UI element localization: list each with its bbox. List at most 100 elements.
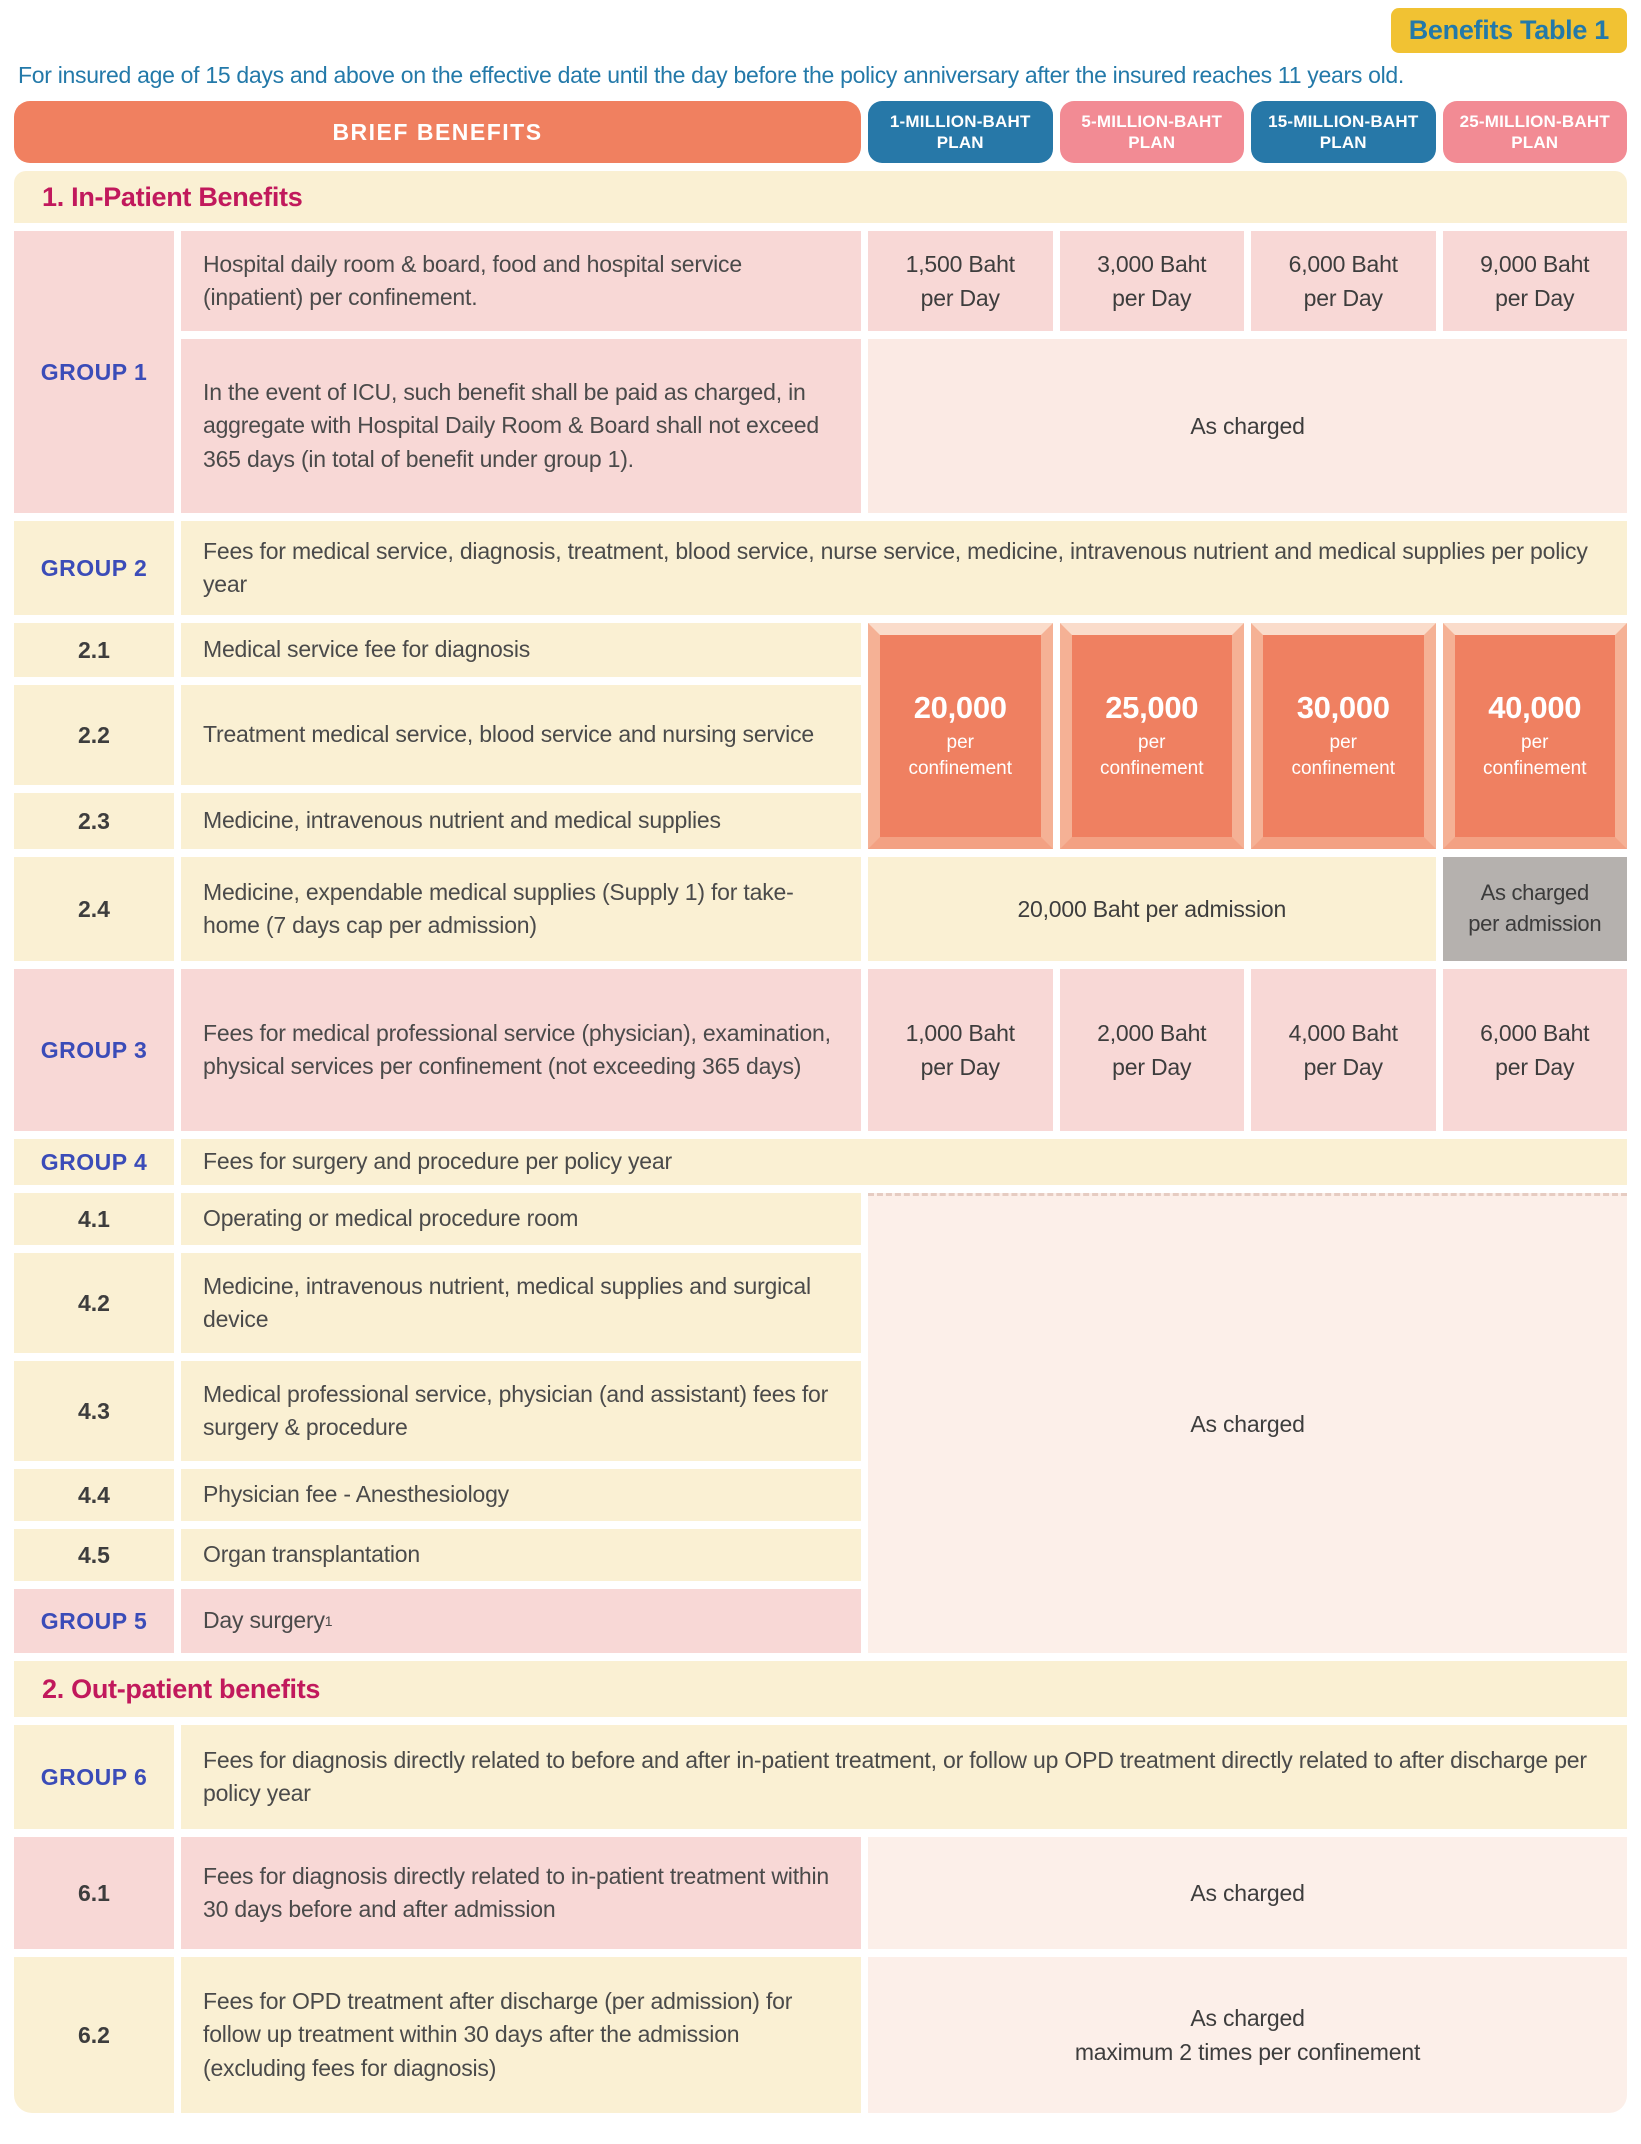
column-header-plan-1m: 1-MILLION-BAHT PLAN (868, 101, 1053, 163)
section-title-inpatient: 1. In-Patient Benefits (14, 171, 1627, 223)
amount: 30,000 (1296, 690, 1390, 726)
item-2-3-num: 2.3 (14, 793, 174, 849)
item-4-2-desc: Medicine, intravenous nutrient, medical … (181, 1253, 861, 1353)
item-2-3-desc: Medicine, intravenous nutrient and medic… (181, 793, 861, 849)
plan-5m-line1: 5-MILLION-BAHT (1081, 111, 1223, 131)
confinement-value-1m: 20,000 per confinement (868, 623, 1053, 849)
value-line1: As charged (1480, 880, 1590, 906)
group4-value-as-charged: As charged (868, 1193, 1627, 1653)
unit: per Day (1112, 1054, 1192, 1080)
amount: 6,000 Baht (1288, 250, 1398, 277)
item-4-3-num: 4.3 (14, 1361, 174, 1461)
unit: per confinement (1291, 732, 1395, 779)
group3-value-1m: 1,000 Baht per Day (868, 969, 1053, 1131)
benefits-table: BRIEF BENEFITS 1-MILLION-BAHT PLAN 5-MIL… (14, 101, 1627, 2113)
value-line1: As charged (1190, 2004, 1305, 2031)
unit: per Day (920, 285, 1000, 311)
item-4-2-num: 4.2 (14, 1253, 174, 1353)
item-2-4-desc: Medicine, expendable medical supplies (S… (181, 857, 861, 961)
confinement-value-25m: 40,000 per confinement (1442, 623, 1627, 849)
unit: per Day (1303, 1054, 1383, 1080)
item-4-5-num: 4.5 (14, 1529, 174, 1581)
unit: per Day (1303, 285, 1383, 311)
item-6-2-num: 6.2 (14, 1957, 174, 2113)
group1-icu-desc: In the event of ICU, such benefit shall … (181, 339, 861, 513)
plan-5m-line2: PLAN (1128, 133, 1176, 152)
group4-desc: Fees for surgery and procedure per polic… (181, 1139, 1627, 1185)
group6-label: GROUP 6 (14, 1725, 174, 1829)
item-4-4-num: 4.4 (14, 1469, 174, 1521)
value-line2: per admission (1468, 911, 1602, 936)
item-6-1-desc: Fees for diagnosis directly related to i… (181, 1837, 861, 1949)
footnote-marker: 1 (324, 1612, 333, 1629)
unit: per Day (920, 1054, 1000, 1080)
group4-label: GROUP 4 (14, 1139, 174, 1185)
group3-value-5m: 2,000 Baht per Day (1059, 969, 1244, 1131)
amount: 1,000 Baht (905, 1019, 1015, 1046)
amount: 2,000 Baht (1097, 1019, 1207, 1046)
group1-label: GROUP 1 (14, 231, 174, 513)
amount: 4,000 Baht (1288, 1019, 1398, 1046)
group1-room-value-1m: 1,500 Baht per Day (868, 231, 1053, 331)
unit: per Day (1112, 285, 1192, 311)
group3-desc: Fees for medical professional service (p… (181, 969, 861, 1131)
plan-25m-line1: 25-MILLION-BAHT (1459, 111, 1610, 131)
unit: per confinement (1099, 732, 1204, 779)
plan-15m-line2: PLAN (1319, 133, 1367, 152)
item-2-1-desc: Medical service fee for diagnosis (181, 623, 861, 677)
item-2-4-value-3plans: 20,000 Baht per admission (868, 857, 1436, 961)
column-header-plan-5m: 5-MILLION-BAHT PLAN (1059, 101, 1244, 163)
group1-room-value-25m: 9,000 Baht per Day (1442, 231, 1627, 331)
item-6-2-value: As charged maximum 2 times per confineme… (868, 1957, 1627, 2113)
item-4-5-desc: Organ transplantation (181, 1529, 861, 1581)
confinement-value-5m: 25,000 per confinement (1059, 623, 1244, 849)
group5-desc: Day surgery 1 (181, 1589, 861, 1653)
group1-icu-value: As charged (868, 339, 1627, 513)
item-4-1-num: 4.1 (14, 1193, 174, 1245)
day-surgery-text: Day surgery (203, 1607, 325, 1634)
amount: 20,000 (913, 690, 1007, 726)
group5-label: GROUP 5 (14, 1589, 174, 1653)
amount: 1,500 Baht (905, 250, 1015, 277)
amount: 40,000 (1488, 690, 1582, 726)
section-title-outpatient: 2. Out-patient benefits (14, 1661, 1627, 1717)
item-6-1-num: 6.1 (14, 1837, 174, 1949)
group2-confinement-values: 20,000 per confinement 25,000 per confin… (868, 623, 1627, 849)
item-4-3-desc: Medical professional service, physician … (181, 1361, 861, 1461)
group1-room-desc: Hospital daily room & board, food and ho… (181, 231, 861, 331)
item-6-2-desc: Fees for OPD treatment after discharge (… (181, 1957, 861, 2113)
eligibility-note: For insured age of 15 days and above on … (18, 62, 1404, 88)
item-6-1-value: As charged (868, 1837, 1627, 1949)
amount: 25,000 (1105, 690, 1199, 726)
plan-1m-line2: PLAN (936, 133, 984, 152)
unit: per confinement (1482, 732, 1587, 779)
plan-1m-line1: 1-MILLION-BAHT (889, 111, 1031, 131)
column-header-plan-15m: 15-MILLION-BAHT PLAN (1251, 101, 1436, 163)
unit: per Day (1495, 285, 1575, 311)
group3-label: GROUP 3 (14, 969, 174, 1131)
table-badge: Benefits Table 1 (1390, 8, 1627, 53)
group2-desc: Fees for medical service, diagnosis, tre… (181, 521, 1627, 615)
value-line2: maximum 2 times per confinement (1074, 2039, 1421, 2065)
top-bar: Benefits Table 1 (14, 8, 1627, 53)
item-4-1-desc: Operating or medical procedure room (181, 1193, 861, 1245)
group1-room-value-5m: 3,000 Baht per Day (1059, 231, 1244, 331)
amount: 6,000 Baht (1480, 1019, 1590, 1046)
item-2-4-num: 2.4 (14, 857, 174, 961)
item-4-4-desc: Physician fee - Anesthesiology (181, 1469, 861, 1521)
item-2-2-desc: Treatment medical service, blood service… (181, 685, 861, 785)
unit: per confinement (908, 732, 1012, 779)
plan-25m-line2: PLAN (1511, 133, 1559, 152)
group3-value-15m: 4,000 Baht per Day (1251, 969, 1436, 1131)
item-2-1-num: 2.1 (14, 623, 174, 677)
confinement-value-15m: 30,000 per confinement (1251, 623, 1436, 849)
item-2-4-value-25m: As charged per admission (1442, 857, 1627, 961)
group1-room-value-15m: 6,000 Baht per Day (1251, 231, 1436, 331)
column-header-plan-25m: 25-MILLION-BAHT PLAN (1442, 101, 1627, 163)
group2-label: GROUP 2 (14, 521, 174, 615)
group3-value-25m: 6,000 Baht per Day (1442, 969, 1627, 1131)
column-header-brief-benefits: BRIEF BENEFITS (14, 101, 861, 163)
group6-desc: Fees for diagnosis directly related to b… (181, 1725, 1627, 1829)
plan-15m-line1: 15-MILLION-BAHT (1268, 111, 1419, 131)
item-2-2-num: 2.2 (14, 685, 174, 785)
